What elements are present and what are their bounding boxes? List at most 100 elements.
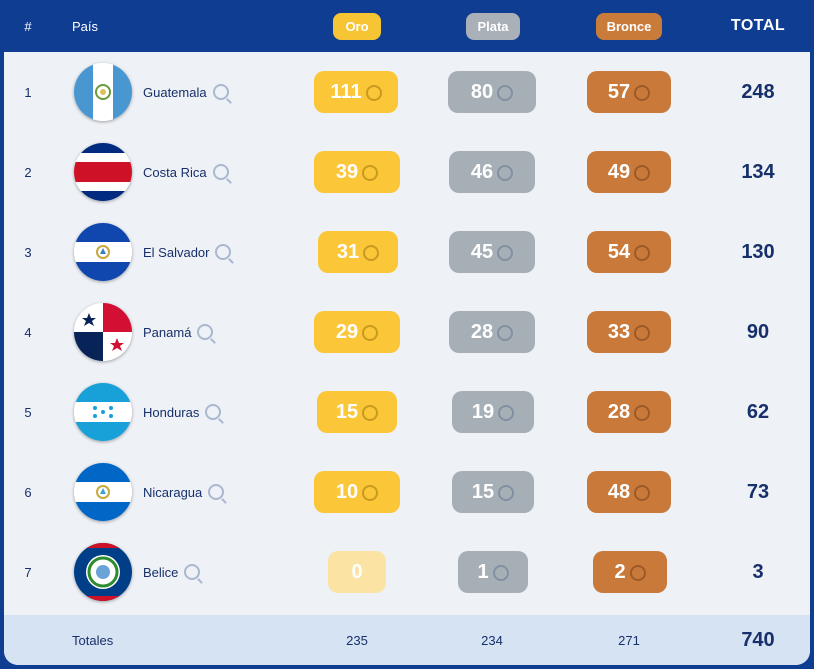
rank: 1 (24, 84, 32, 100)
rank: 5 (24, 404, 32, 420)
gold-total: 235 (346, 632, 368, 648)
table-header: # País Oro Plata Bronce TOTAL (0, 0, 814, 52)
search-icon (497, 85, 514, 101)
gold-value: 15 (335, 400, 359, 423)
country-link[interactable]: El Salvador (143, 244, 210, 260)
bronze-count[interactable]: 48 (587, 471, 671, 513)
country-name[interactable]: Costa Rica (143, 132, 229, 212)
gold-count[interactable]: 0 (328, 551, 386, 593)
silver-count[interactable]: 19 (452, 391, 534, 433)
search-icon (498, 405, 515, 421)
silver-value: 45 (470, 240, 494, 263)
rank: 7 (24, 564, 32, 580)
total-header: TOTAL (730, 17, 786, 34)
table-row: 4 Panamá 29 28 33 90 (4, 292, 810, 372)
silver-value: 19 (471, 400, 495, 423)
search-icon (629, 565, 646, 581)
belize-flag-icon[interactable] (74, 543, 132, 601)
search-icon (363, 245, 380, 261)
search-icon (497, 325, 514, 341)
silver-value: 15 (471, 480, 495, 503)
country-name[interactable]: Panamá (143, 292, 214, 372)
country-link[interactable]: Nicaragua (143, 484, 203, 500)
table-row: 6 Nicaragua 10 15 48 73 (4, 452, 810, 532)
bronze-value: 57 (607, 80, 631, 103)
silver-count[interactable]: 46 (449, 151, 535, 193)
silver-value: 1 (477, 560, 489, 583)
gold-count[interactable]: 31 (318, 231, 398, 273)
bronze-count[interactable]: 54 (587, 231, 671, 273)
search-icon (362, 405, 379, 421)
gold-value: 39 (335, 160, 359, 183)
country-link[interactable]: Belice (143, 564, 179, 580)
bronze-value: 54 (607, 240, 631, 263)
row-total: 90 (746, 320, 770, 343)
bronze-header[interactable]: Bronce (596, 12, 662, 40)
table-row: 7 Belice 0 1 2 3 (4, 532, 810, 612)
search-icon (634, 85, 651, 101)
country-name[interactable]: Belice (143, 532, 201, 612)
bronze-count[interactable]: 33 (587, 311, 671, 353)
country-header: País (72, 18, 99, 34)
silver-count[interactable]: 45 (449, 231, 535, 273)
el-salvador-flag-icon[interactable] (74, 223, 132, 281)
silver-header[interactable]: Plata (466, 12, 520, 40)
bronze-value: 49 (607, 160, 631, 183)
gold-header[interactable]: Oro (333, 12, 381, 40)
table-body: 1 Guatemala 111 80 57 248 2 Costa Rica 3… (4, 52, 810, 665)
search-icon (497, 245, 514, 261)
country-name[interactable]: Nicaragua (143, 452, 225, 532)
search-icon[interactable] (208, 484, 225, 500)
gold-value: 10 (335, 480, 359, 503)
silver-count[interactable]: 28 (449, 311, 535, 353)
gold-count[interactable]: 10 (314, 471, 400, 513)
search-icon[interactable] (197, 324, 214, 340)
bronze-value: 28 (607, 400, 631, 423)
gold-value: 29 (335, 320, 359, 343)
rank-header: # (24, 18, 32, 34)
table-row: 3 El Salvador 31 45 54 130 (4, 212, 810, 292)
row-total: 130 (741, 240, 775, 263)
gold-count[interactable]: 29 (314, 311, 400, 353)
country-link[interactable]: Guatemala (143, 84, 207, 100)
rank: 4 (24, 324, 32, 340)
search-icon (634, 245, 651, 261)
bronze-count[interactable]: 2 (593, 551, 667, 593)
bronze-value: 33 (607, 320, 631, 343)
bronze-count[interactable]: 57 (587, 71, 671, 113)
country-link[interactable]: Panamá (143, 324, 192, 340)
search-icon (634, 405, 651, 421)
guatemala-flag-icon[interactable] (74, 63, 132, 121)
silver-count[interactable]: 15 (452, 471, 534, 513)
search-icon (362, 325, 379, 341)
table-row: 5 Honduras 15 19 28 62 (4, 372, 810, 452)
rank: 3 (24, 244, 32, 260)
search-icon[interactable] (205, 404, 222, 420)
costa-rica-flag-icon[interactable] (74, 143, 132, 201)
country-name[interactable]: Guatemala (143, 52, 229, 132)
rank: 2 (24, 164, 32, 180)
country-link[interactable]: Honduras (143, 404, 200, 420)
country-name[interactable]: Honduras (143, 372, 222, 452)
gold-count[interactable]: 15 (317, 391, 397, 433)
panama-flag-icon[interactable] (74, 303, 132, 361)
silver-total: 234 (481, 632, 503, 648)
search-icon[interactable] (184, 564, 201, 580)
country-link[interactable]: Costa Rica (143, 164, 207, 180)
silver-count[interactable]: 80 (448, 71, 536, 113)
search-icon[interactable] (212, 84, 229, 100)
bronze-count[interactable]: 28 (587, 391, 671, 433)
silver-value: 28 (470, 320, 494, 343)
bronze-count[interactable]: 49 (587, 151, 671, 193)
search-icon (498, 485, 515, 501)
silver-value: 46 (470, 160, 494, 183)
search-icon[interactable] (212, 164, 229, 180)
search-icon[interactable] (215, 244, 232, 260)
gold-count[interactable]: 111 (314, 71, 398, 113)
gold-count[interactable]: 39 (314, 151, 400, 193)
search-icon (497, 165, 514, 181)
silver-count[interactable]: 1 (458, 551, 528, 593)
nicaragua-flag-icon[interactable] (74, 463, 132, 521)
country-name[interactable]: El Salvador (143, 212, 232, 292)
honduras-flag-icon[interactable] (74, 383, 132, 441)
